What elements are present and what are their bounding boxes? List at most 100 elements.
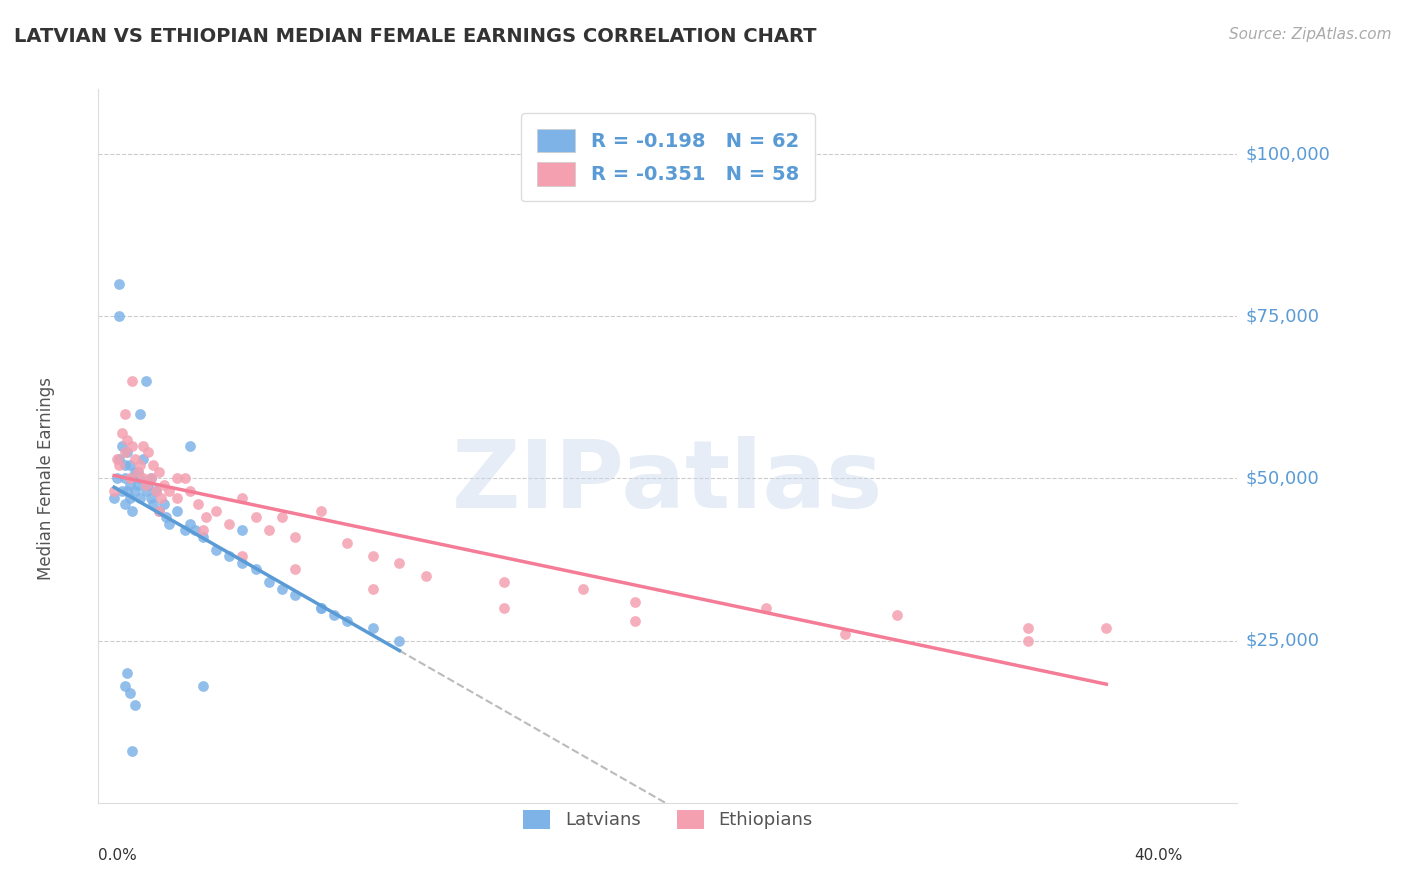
Text: Median Female Earnings: Median Female Earnings [37,377,55,580]
Point [115,445,138,459]
Point [218,549,240,564]
Point [111,425,134,440]
Point [142,497,165,511]
Point [111,484,134,499]
Point [157,516,180,531]
Point [118,478,141,492]
Point [118,685,141,699]
Point [115,484,138,499]
Point [105,471,128,485]
Point [132,439,155,453]
Point [323,607,346,622]
Text: ZIPatlas: ZIPatlas [453,435,883,528]
Point [115,433,138,447]
Point [494,601,516,615]
Point [118,491,141,505]
Point [129,407,152,421]
Point [157,484,180,499]
Point [135,374,157,388]
Point [194,510,217,524]
Point [245,510,267,524]
Point [129,458,152,473]
Point [309,601,332,615]
Point [108,452,131,467]
Point [108,277,131,291]
Point [1017,633,1039,648]
Point [111,439,134,453]
Text: LATVIAN VS ETHIOPIAN MEDIAN FEMALE EARNINGS CORRELATION CHART: LATVIAN VS ETHIOPIAN MEDIAN FEMALE EARNI… [14,27,817,45]
Point [142,458,165,473]
Point [121,744,143,758]
Point [127,465,149,479]
Point [245,562,267,576]
Point [145,484,167,499]
Point [173,524,195,538]
Point [136,445,159,459]
Text: 0.0%: 0.0% [98,848,138,863]
Point [136,478,159,492]
Point [166,504,188,518]
Point [231,524,253,538]
Point [132,471,155,485]
Point [363,549,385,564]
Point [124,452,146,467]
Point [124,465,146,479]
Point [103,484,125,499]
Point [127,465,149,479]
Point [363,582,385,596]
Point [179,439,201,453]
Point [118,471,141,485]
Point [179,484,201,499]
Point [114,458,136,473]
Point [624,614,647,628]
Point [571,582,593,596]
Point [108,458,131,473]
Point [205,504,228,518]
Text: 40.0%: 40.0% [1135,848,1182,863]
Point [834,627,856,641]
Point [114,679,136,693]
Point [114,471,136,485]
Point [114,407,136,421]
Point [166,471,188,485]
Text: $50,000: $50,000 [1246,469,1319,487]
Point [121,439,143,453]
Point [755,601,778,615]
Point [145,484,167,499]
Point [191,524,214,538]
Text: $25,000: $25,000 [1246,632,1319,649]
Point [148,504,170,518]
Point [363,621,385,635]
Point [886,607,908,622]
Point [150,491,173,505]
Point [173,471,195,485]
Point [205,542,228,557]
Point [284,562,307,576]
Point [124,484,146,499]
Point [218,516,240,531]
Point [231,549,253,564]
Point [494,575,516,590]
Point [139,491,162,505]
Text: Source: ZipAtlas.com: Source: ZipAtlas.com [1229,27,1392,42]
Point [336,614,359,628]
Point [309,504,332,518]
Point [103,491,125,505]
Point [115,666,138,681]
Point [114,445,136,459]
Point [270,510,292,524]
Text: $100,000: $100,000 [1246,145,1330,163]
Point [139,471,162,485]
Point [135,478,157,492]
Point [191,679,214,693]
Legend: Latvians, Ethiopians: Latvians, Ethiopians [516,803,820,837]
Point [184,524,207,538]
Point [139,471,162,485]
Point [114,497,136,511]
Text: $75,000: $75,000 [1246,307,1319,326]
Point [129,491,152,505]
Point [124,698,146,713]
Point [336,536,359,550]
Point [388,633,411,648]
Point [118,458,141,473]
